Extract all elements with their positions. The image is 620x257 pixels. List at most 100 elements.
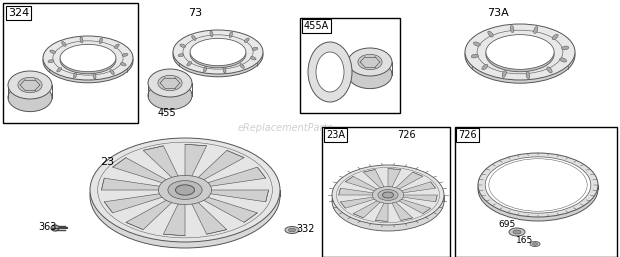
Ellipse shape bbox=[90, 138, 280, 242]
Ellipse shape bbox=[240, 64, 244, 69]
Ellipse shape bbox=[8, 71, 52, 99]
Ellipse shape bbox=[474, 42, 480, 46]
Ellipse shape bbox=[158, 75, 182, 91]
Ellipse shape bbox=[252, 47, 258, 50]
Polygon shape bbox=[398, 199, 431, 214]
Ellipse shape bbox=[148, 82, 192, 109]
Ellipse shape bbox=[348, 61, 392, 89]
Ellipse shape bbox=[158, 176, 211, 205]
Ellipse shape bbox=[510, 25, 514, 32]
Ellipse shape bbox=[90, 144, 280, 248]
Ellipse shape bbox=[120, 63, 126, 66]
Ellipse shape bbox=[173, 33, 263, 77]
Ellipse shape bbox=[471, 54, 478, 58]
Text: 23: 23 bbox=[100, 157, 114, 167]
Polygon shape bbox=[191, 201, 227, 234]
Ellipse shape bbox=[383, 192, 394, 198]
Text: 73A: 73A bbox=[487, 8, 509, 18]
Ellipse shape bbox=[486, 35, 554, 69]
Ellipse shape bbox=[8, 84, 52, 112]
Polygon shape bbox=[206, 167, 266, 187]
Ellipse shape bbox=[530, 242, 540, 246]
Ellipse shape bbox=[482, 64, 488, 70]
Ellipse shape bbox=[332, 165, 444, 225]
Ellipse shape bbox=[485, 157, 591, 213]
Polygon shape bbox=[392, 201, 413, 221]
Ellipse shape bbox=[244, 38, 249, 42]
Text: eReplacementParts: eReplacementParts bbox=[237, 123, 333, 133]
Ellipse shape bbox=[560, 58, 567, 62]
Ellipse shape bbox=[316, 52, 344, 92]
Ellipse shape bbox=[99, 38, 102, 43]
Polygon shape bbox=[126, 199, 173, 230]
Ellipse shape bbox=[18, 77, 42, 93]
Ellipse shape bbox=[80, 37, 83, 43]
Bar bbox=[300, 18, 400, 113]
Ellipse shape bbox=[93, 73, 96, 79]
Polygon shape bbox=[400, 182, 436, 193]
Ellipse shape bbox=[203, 67, 207, 72]
Polygon shape bbox=[363, 170, 384, 188]
Ellipse shape bbox=[60, 47, 116, 74]
Ellipse shape bbox=[547, 67, 552, 73]
Polygon shape bbox=[375, 202, 388, 221]
Ellipse shape bbox=[552, 34, 558, 40]
Polygon shape bbox=[388, 169, 401, 188]
Text: 324: 324 bbox=[8, 8, 29, 18]
Ellipse shape bbox=[51, 225, 59, 231]
Polygon shape bbox=[340, 197, 376, 208]
Polygon shape bbox=[208, 190, 268, 202]
Ellipse shape bbox=[187, 62, 192, 66]
Ellipse shape bbox=[478, 153, 598, 217]
Ellipse shape bbox=[486, 37, 554, 72]
Ellipse shape bbox=[190, 38, 246, 66]
Text: 726: 726 bbox=[458, 130, 477, 140]
Text: 23A: 23A bbox=[326, 130, 345, 140]
Ellipse shape bbox=[526, 71, 530, 79]
Ellipse shape bbox=[285, 226, 299, 234]
Ellipse shape bbox=[57, 68, 61, 72]
Text: 363: 363 bbox=[38, 222, 56, 232]
Ellipse shape bbox=[168, 181, 202, 199]
Polygon shape bbox=[339, 188, 374, 195]
Ellipse shape bbox=[173, 30, 263, 74]
Ellipse shape bbox=[223, 67, 226, 73]
Text: 165: 165 bbox=[516, 236, 533, 245]
Ellipse shape bbox=[61, 42, 66, 46]
Polygon shape bbox=[197, 150, 244, 181]
Polygon shape bbox=[102, 178, 162, 190]
Polygon shape bbox=[104, 193, 164, 213]
Polygon shape bbox=[202, 197, 257, 222]
Ellipse shape bbox=[110, 70, 114, 75]
Text: 455A: 455A bbox=[304, 21, 329, 31]
Polygon shape bbox=[402, 195, 437, 202]
Ellipse shape bbox=[210, 31, 213, 37]
Polygon shape bbox=[185, 144, 206, 177]
Ellipse shape bbox=[180, 44, 185, 47]
Text: 455: 455 bbox=[158, 108, 177, 118]
Ellipse shape bbox=[478, 157, 598, 221]
Polygon shape bbox=[163, 203, 185, 236]
Ellipse shape bbox=[190, 40, 246, 68]
Ellipse shape bbox=[332, 171, 444, 231]
Ellipse shape bbox=[513, 230, 521, 234]
Polygon shape bbox=[395, 172, 423, 190]
Text: 332: 332 bbox=[296, 224, 314, 234]
Ellipse shape bbox=[192, 35, 196, 40]
Ellipse shape bbox=[60, 44, 116, 72]
Ellipse shape bbox=[114, 44, 119, 48]
Text: 695: 695 bbox=[498, 220, 515, 229]
Ellipse shape bbox=[378, 190, 398, 200]
Ellipse shape bbox=[50, 50, 55, 53]
Ellipse shape bbox=[148, 69, 192, 97]
Ellipse shape bbox=[175, 185, 195, 195]
Ellipse shape bbox=[533, 243, 538, 245]
Ellipse shape bbox=[373, 187, 404, 203]
Ellipse shape bbox=[48, 60, 54, 63]
Text: 73: 73 bbox=[188, 8, 202, 18]
Ellipse shape bbox=[465, 24, 575, 80]
Polygon shape bbox=[345, 176, 378, 191]
Ellipse shape bbox=[348, 48, 392, 76]
Ellipse shape bbox=[288, 228, 296, 232]
Text: 726: 726 bbox=[397, 130, 415, 140]
